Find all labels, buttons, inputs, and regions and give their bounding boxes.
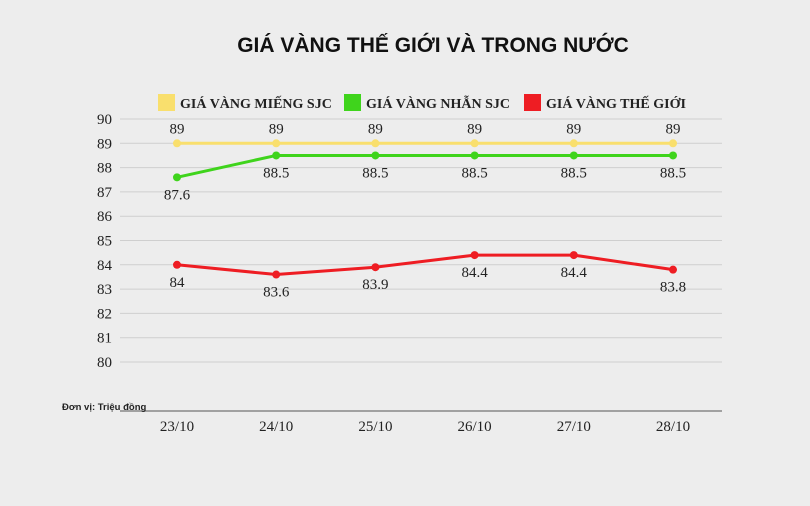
data-label: 89 (269, 121, 284, 137)
series-line (176, 153, 673, 179)
chart-legend: GIÁ VÀNG MIẾNG SJC GIÁ VÀNG NHẪN SJC GIÁ V… (158, 94, 686, 112)
data-point (173, 139, 181, 148)
legend-item: GIÁ VÀNG NHẪN SJC (344, 94, 510, 112)
data-label: 88.5 (362, 165, 388, 181)
data-label: 87.6 (164, 187, 191, 203)
x-tick-label: 27/10 (557, 419, 591, 435)
data-point (173, 173, 181, 182)
data-point (669, 151, 677, 160)
data-label: 89 (368, 121, 383, 137)
data-label: 84.4 (561, 265, 588, 281)
data-label: 89 (170, 121, 185, 137)
data-point (569, 139, 578, 148)
legend-label: GIÁ VÀNG NHẪN SJC (366, 94, 510, 112)
data-label: 83.8 (660, 280, 686, 296)
y-tick-label: 80 (97, 355, 112, 371)
y-tick-label: 85 (97, 234, 112, 250)
data-label: 88.5 (263, 165, 289, 181)
data-point (371, 139, 380, 148)
y-tick-label: 84 (97, 258, 113, 274)
data-point (669, 139, 677, 148)
series-1: 87.6 88.5 88.5 88.5 88.5 88.5 (164, 151, 686, 203)
data-point (371, 151, 380, 160)
unit-note: Đơn vị: Triệu đồng (62, 402, 147, 413)
data-label: 83.6 (263, 285, 290, 301)
legend-swatch (158, 94, 175, 111)
x-axis-ticks: 23/10 24/10 25/10 26/10 27/10 28/10 (160, 419, 690, 435)
y-tick-label: 81 (97, 331, 112, 347)
y-tick-label: 86 (97, 209, 113, 225)
y-tick-label: 88 (97, 161, 112, 177)
x-tick-label: 25/10 (358, 419, 392, 435)
data-label: 88.5 (461, 165, 487, 181)
data-point (569, 251, 578, 260)
data-point (569, 151, 578, 160)
y-tick-label: 90 (97, 112, 112, 128)
y-tick-label: 83 (97, 282, 112, 298)
legend-item: GIÁ VÀNG MIẾNG SJC (158, 94, 332, 112)
y-tick-label: 89 (97, 136, 112, 152)
legend-item: GIÁ VÀNG THẾ GIỚI (524, 94, 686, 112)
legend-swatch (524, 94, 541, 111)
data-label: 89 (467, 121, 482, 137)
data-label: 89 (566, 121, 581, 137)
data-label: 88.5 (561, 165, 587, 181)
data-point (272, 151, 281, 160)
data-label: 89 (666, 121, 681, 137)
data-point (272, 139, 281, 148)
data-point (371, 263, 380, 272)
x-tick-label: 28/10 (656, 419, 690, 435)
data-point (272, 270, 281, 279)
series-0: 89 89 89 89 89 89 (170, 121, 681, 148)
data-point (470, 151, 479, 160)
chart-series: 89 89 89 89 89 89 87.6 88.5 88.5 88.5 88.5 88.5 84 83… (164, 121, 686, 300)
legend-swatch (344, 94, 361, 111)
data-label: 84 (170, 275, 186, 291)
data-label: 88.5 (660, 165, 686, 181)
x-tick-label: 23/10 (160, 419, 194, 435)
data-label: 83.9 (362, 277, 388, 293)
y-tick-label: 87 (97, 185, 113, 201)
x-tick-label: 26/10 (458, 419, 492, 435)
data-point (470, 139, 479, 148)
y-axis-ticks: 80 81 82 83 84 85 86 87 88 89 90 (97, 112, 113, 371)
legend-label: GIÁ VÀNG THẾ GIỚI (546, 95, 686, 112)
series-line (176, 253, 674, 277)
data-point (173, 260, 181, 269)
series-2: 84 83.6 83.9 84.4 84.4 83.8 (170, 251, 686, 301)
data-point (669, 265, 677, 274)
legend-label: GIÁ VÀNG MIẾNG SJC (180, 95, 332, 112)
data-point (470, 251, 479, 260)
chart-title: GIÁ VÀNG THẾ GIỚI VÀ TRONG NƯỚC (237, 33, 629, 57)
data-label: 84.4 (461, 265, 488, 281)
y-tick-label: 82 (97, 306, 112, 322)
x-tick-label: 24/10 (259, 419, 293, 435)
